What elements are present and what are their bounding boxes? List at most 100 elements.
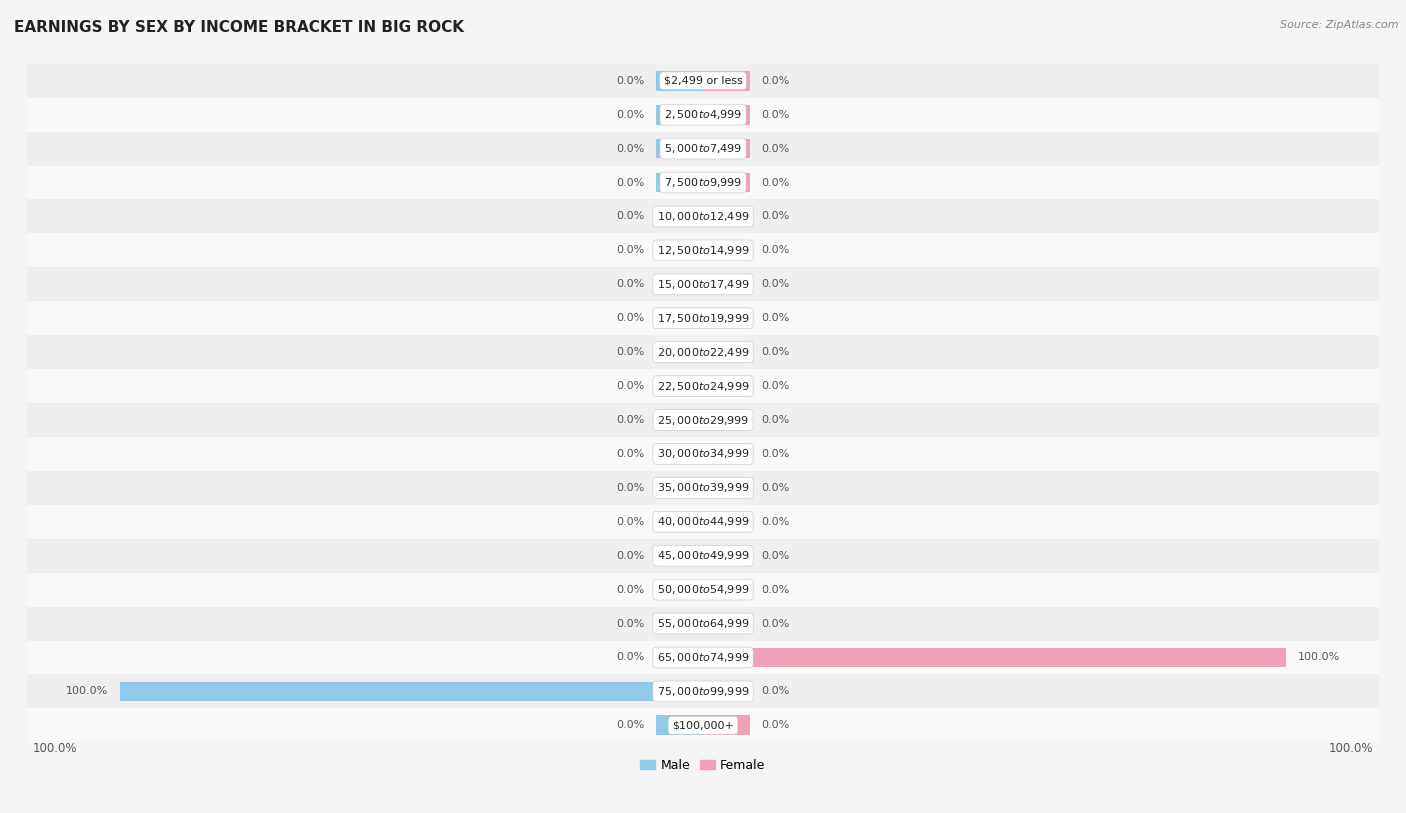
Bar [27,403,1379,437]
Text: 0.0%: 0.0% [616,76,645,85]
Bar [657,715,703,735]
Text: 0.0%: 0.0% [761,177,790,188]
Text: 0.0%: 0.0% [761,720,790,730]
Text: 100.0%: 100.0% [66,686,108,697]
Text: $7,500 to $9,999: $7,500 to $9,999 [664,176,742,189]
Bar [27,166,1379,199]
Bar [27,641,1379,675]
Text: 0.0%: 0.0% [616,449,645,459]
Bar [703,681,749,702]
Text: $5,000 to $7,499: $5,000 to $7,499 [664,142,742,155]
Text: $10,000 to $12,499: $10,000 to $12,499 [657,210,749,223]
Text: 100.0%: 100.0% [32,742,77,755]
Text: 0.0%: 0.0% [761,211,790,221]
Text: 0.0%: 0.0% [761,246,790,255]
Bar [703,172,749,193]
Bar [657,546,703,566]
Text: 0.0%: 0.0% [761,550,790,561]
Text: $100,000+: $100,000+ [672,720,734,730]
Text: 0.0%: 0.0% [616,415,645,425]
Text: $30,000 to $34,999: $30,000 to $34,999 [657,447,749,460]
Text: 0.0%: 0.0% [616,313,645,324]
Text: 0.0%: 0.0% [616,550,645,561]
Bar [27,335,1379,369]
Text: 0.0%: 0.0% [761,110,790,120]
Text: 0.0%: 0.0% [616,246,645,255]
Text: 0.0%: 0.0% [761,517,790,527]
Text: 0.0%: 0.0% [761,483,790,493]
Bar [27,437,1379,471]
Bar [703,308,749,328]
Bar [657,342,703,362]
Bar [27,233,1379,267]
Bar [657,172,703,193]
Text: 0.0%: 0.0% [616,110,645,120]
Bar [27,606,1379,641]
Text: 0.0%: 0.0% [761,415,790,425]
Bar [27,199,1379,233]
Text: 0.0%: 0.0% [616,483,645,493]
Text: 0.0%: 0.0% [616,347,645,357]
Text: 0.0%: 0.0% [616,381,645,391]
Bar [657,580,703,599]
Bar [703,275,749,294]
Bar [120,681,703,702]
Bar [27,505,1379,539]
Text: 0.0%: 0.0% [761,381,790,391]
Bar [703,342,749,362]
Bar [657,71,703,90]
Text: 0.0%: 0.0% [616,144,645,154]
Bar [657,411,703,430]
Text: 0.0%: 0.0% [761,686,790,697]
Bar [703,614,749,633]
Bar [657,478,703,498]
Text: 0.0%: 0.0% [761,347,790,357]
Bar [27,675,1379,708]
Text: Source: ZipAtlas.com: Source: ZipAtlas.com [1281,20,1399,30]
Text: 0.0%: 0.0% [761,449,790,459]
Bar [27,369,1379,403]
Bar [27,63,1379,98]
Bar [703,139,749,159]
Bar [703,512,749,532]
Text: 0.0%: 0.0% [761,76,790,85]
Text: $20,000 to $22,499: $20,000 to $22,499 [657,346,749,359]
Text: 0.0%: 0.0% [761,313,790,324]
Text: 0.0%: 0.0% [616,211,645,221]
Bar [703,715,749,735]
Text: $55,000 to $64,999: $55,000 to $64,999 [657,617,749,630]
Bar [703,71,749,90]
Bar [703,411,749,430]
Text: 0.0%: 0.0% [616,177,645,188]
Bar [657,308,703,328]
Bar [27,132,1379,166]
Bar [27,471,1379,505]
Text: 0.0%: 0.0% [616,517,645,527]
Bar [27,98,1379,132]
Text: 100.0%: 100.0% [1329,742,1374,755]
Text: 0.0%: 0.0% [616,280,645,289]
Bar [27,539,1379,572]
Text: $22,500 to $24,999: $22,500 to $24,999 [657,380,749,393]
Text: $17,500 to $19,999: $17,500 to $19,999 [657,311,749,324]
Bar [703,444,749,463]
Bar [657,648,703,667]
Text: $12,500 to $14,999: $12,500 to $14,999 [657,244,749,257]
Bar [703,376,749,396]
Bar [657,207,703,226]
Text: $40,000 to $44,999: $40,000 to $44,999 [657,515,749,528]
Text: 0.0%: 0.0% [616,720,645,730]
Text: 0.0%: 0.0% [616,619,645,628]
Text: 0.0%: 0.0% [616,653,645,663]
Bar [657,139,703,159]
Legend: Male, Female: Male, Female [636,754,770,776]
Bar [703,241,749,260]
Text: $2,499 or less: $2,499 or less [664,76,742,85]
Bar [657,614,703,633]
Bar [657,512,703,532]
Text: $65,000 to $74,999: $65,000 to $74,999 [657,651,749,664]
Bar [27,267,1379,302]
Text: $2,500 to $4,999: $2,500 to $4,999 [664,108,742,121]
Text: 0.0%: 0.0% [616,585,645,594]
Bar [703,105,749,124]
